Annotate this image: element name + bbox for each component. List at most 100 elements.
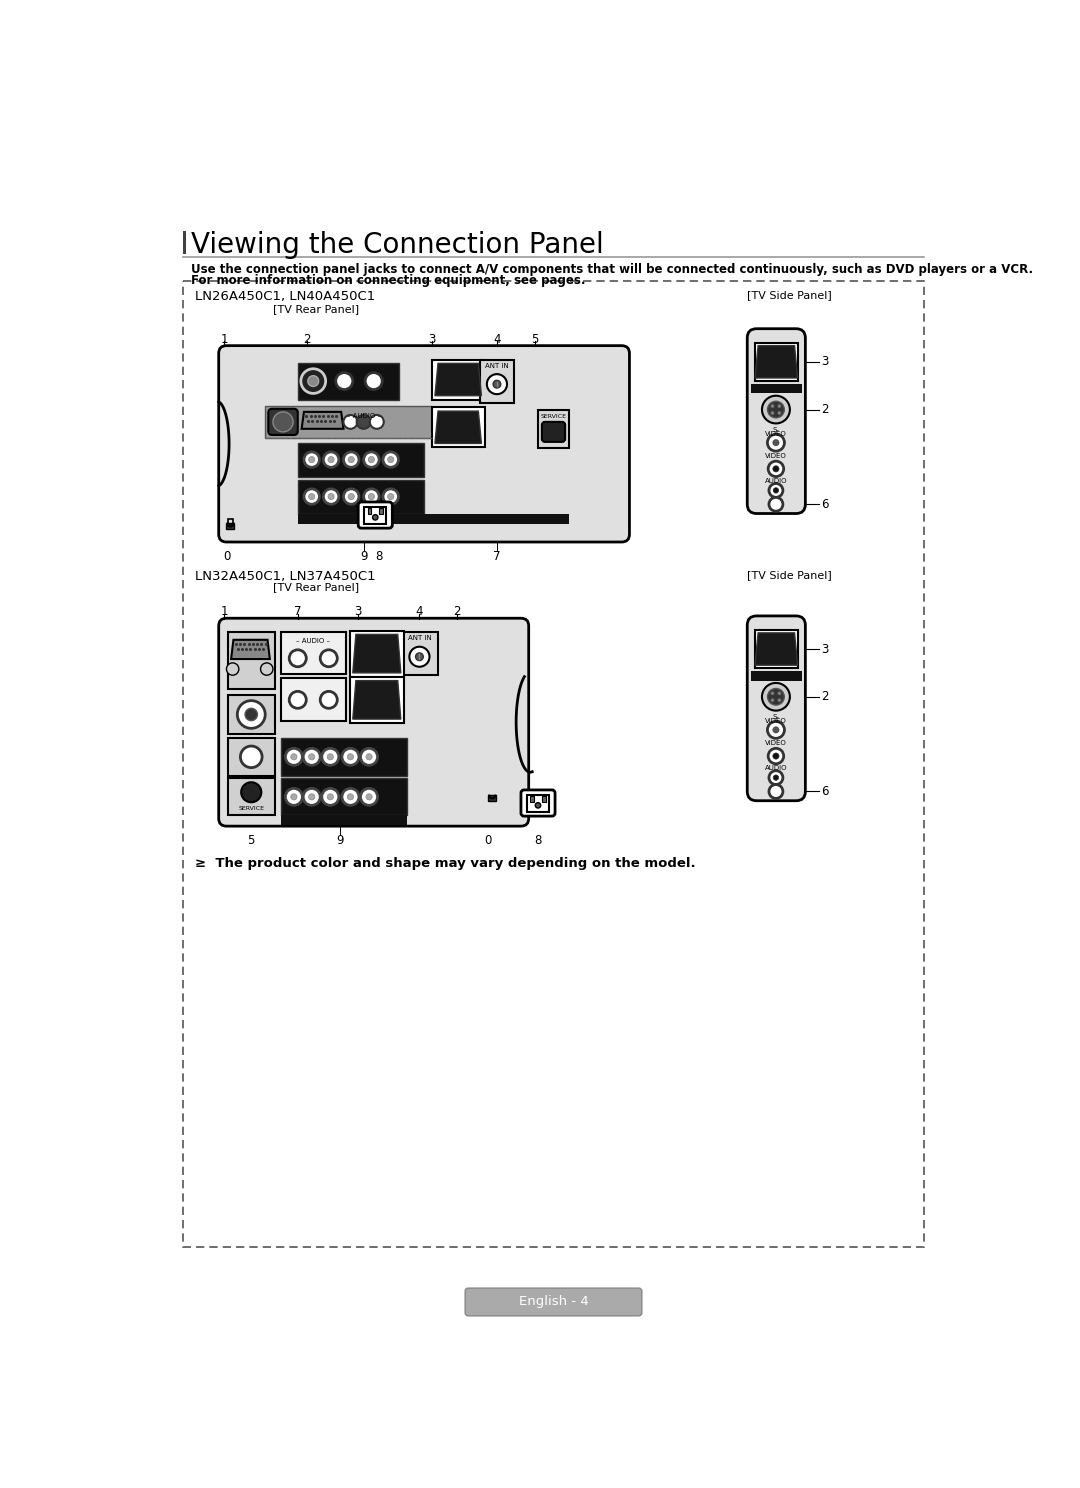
Bar <box>227 522 234 528</box>
Circle shape <box>778 412 781 415</box>
Circle shape <box>769 784 783 799</box>
Bar <box>281 738 407 777</box>
Circle shape <box>327 793 334 801</box>
Text: 7: 7 <box>294 606 301 618</box>
Polygon shape <box>301 412 343 429</box>
Text: LN32A450C1, LN37A450C1: LN32A450C1, LN37A450C1 <box>195 570 376 583</box>
Circle shape <box>309 793 314 801</box>
Text: 3: 3 <box>354 606 362 618</box>
Bar <box>183 281 924 1247</box>
Polygon shape <box>435 411 482 443</box>
Bar <box>298 513 569 524</box>
Text: VIDEO: VIDEO <box>765 432 787 437</box>
Circle shape <box>368 494 375 500</box>
Circle shape <box>383 452 399 467</box>
Circle shape <box>416 653 423 661</box>
Text: S-: S- <box>772 427 780 433</box>
Circle shape <box>321 650 337 667</box>
Circle shape <box>762 683 789 711</box>
Text: AUDIO: AUDIO <box>765 765 787 771</box>
Text: ≥  The product color and shape may vary depending on the model.: ≥ The product color and shape may vary d… <box>195 857 697 870</box>
Text: 7: 7 <box>494 549 501 562</box>
Polygon shape <box>755 632 798 665</box>
Text: 6: 6 <box>821 786 828 798</box>
Circle shape <box>364 490 379 504</box>
FancyBboxPatch shape <box>268 409 298 434</box>
Circle shape <box>773 488 779 493</box>
Circle shape <box>383 490 399 504</box>
Bar <box>281 632 346 674</box>
Circle shape <box>778 692 781 695</box>
Polygon shape <box>353 634 401 673</box>
Text: VIDEO: VIDEO <box>765 719 787 725</box>
Circle shape <box>322 748 339 765</box>
Bar <box>350 631 404 677</box>
Circle shape <box>227 662 239 676</box>
Circle shape <box>328 457 334 463</box>
Text: 2: 2 <box>303 332 311 345</box>
Circle shape <box>365 372 382 390</box>
Circle shape <box>771 412 774 415</box>
Bar <box>751 671 801 680</box>
FancyBboxPatch shape <box>465 1289 642 1315</box>
Bar <box>364 506 387 524</box>
FancyBboxPatch shape <box>218 618 529 826</box>
Circle shape <box>343 490 359 504</box>
Bar <box>266 406 432 437</box>
Circle shape <box>773 726 779 734</box>
Text: Use the connection panel jacks to connect A/V components that will be connected : Use the connection panel jacks to connec… <box>191 263 1032 277</box>
Circle shape <box>321 692 337 708</box>
FancyBboxPatch shape <box>542 423 565 442</box>
Circle shape <box>494 381 501 388</box>
Polygon shape <box>435 363 482 396</box>
Circle shape <box>285 748 302 765</box>
Circle shape <box>356 415 370 429</box>
Circle shape <box>762 396 789 424</box>
Text: SERVICE: SERVICE <box>239 806 265 811</box>
Text: 1: 1 <box>220 606 228 618</box>
Circle shape <box>364 452 379 467</box>
FancyBboxPatch shape <box>747 616 806 801</box>
Circle shape <box>323 452 339 467</box>
Circle shape <box>771 699 774 702</box>
Bar <box>401 632 438 676</box>
Text: 0: 0 <box>222 549 230 562</box>
Circle shape <box>771 405 774 408</box>
Circle shape <box>303 748 321 765</box>
Text: LN26A450C1, LN40A450C1: LN26A450C1, LN40A450C1 <box>195 290 376 304</box>
Text: 2: 2 <box>821 690 828 704</box>
Circle shape <box>536 802 541 808</box>
Text: 6: 6 <box>821 498 828 510</box>
Circle shape <box>303 789 321 805</box>
Circle shape <box>388 494 394 500</box>
Bar <box>298 442 424 476</box>
Circle shape <box>768 722 784 738</box>
Circle shape <box>778 405 781 408</box>
Circle shape <box>291 793 297 801</box>
Bar <box>488 795 496 801</box>
Text: Viewing the Connection Panel: Viewing the Connection Panel <box>191 231 604 259</box>
Circle shape <box>368 457 375 463</box>
Bar <box>432 360 485 400</box>
Bar <box>755 629 798 668</box>
Text: [TV Side Panel]: [TV Side Panel] <box>747 290 832 301</box>
Bar <box>530 796 535 802</box>
Circle shape <box>323 490 339 504</box>
Circle shape <box>768 748 784 763</box>
Text: [TV Rear Panel]: [TV Rear Panel] <box>273 304 359 314</box>
Circle shape <box>348 793 353 801</box>
Circle shape <box>769 497 783 512</box>
Circle shape <box>343 452 359 467</box>
Text: ANT IN: ANT IN <box>485 363 509 369</box>
Text: VIDEO: VIDEO <box>765 740 787 745</box>
Bar <box>379 507 383 515</box>
Circle shape <box>361 789 378 805</box>
Circle shape <box>308 375 319 387</box>
Circle shape <box>238 701 266 728</box>
Bar <box>281 815 407 824</box>
Text: 8: 8 <box>535 833 542 847</box>
Text: – AUDIO –: – AUDIO – <box>347 414 380 420</box>
Circle shape <box>291 754 297 760</box>
Circle shape <box>773 439 779 446</box>
Circle shape <box>303 490 320 504</box>
